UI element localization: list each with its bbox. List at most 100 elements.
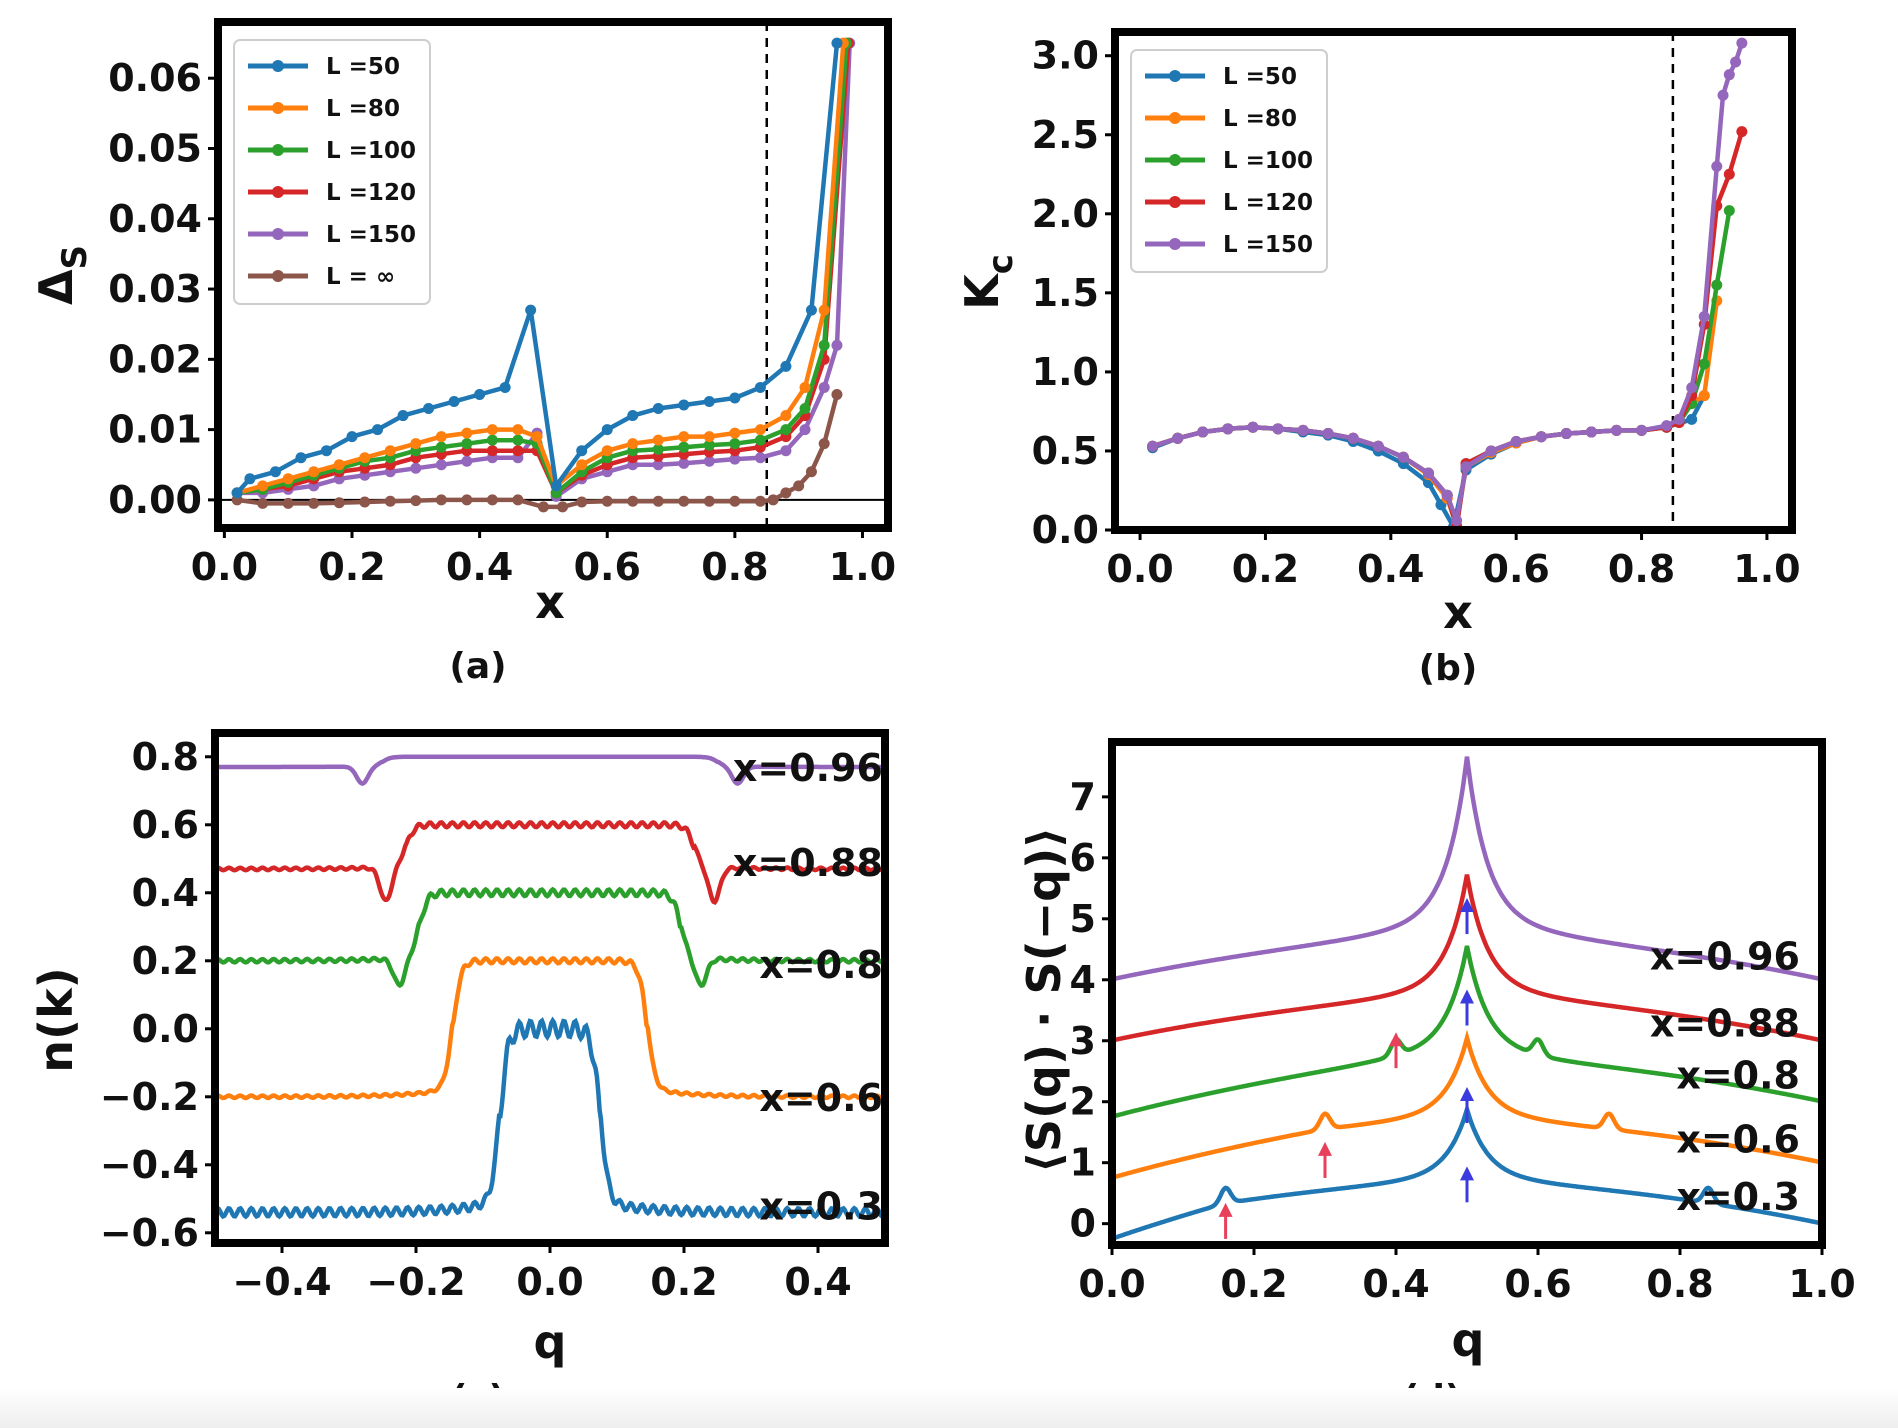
- data-point: [831, 37, 843, 49]
- data-point: [805, 466, 817, 478]
- y-tick-label: −0.4: [100, 1143, 199, 1187]
- data-point: [1717, 89, 1729, 101]
- y-axis-label: ΔS: [29, 245, 95, 305]
- series-line: [1112, 945, 1822, 1119]
- data-point: [818, 381, 830, 393]
- arrow-icon: [1460, 898, 1474, 913]
- y-axis-label: n(k): [29, 967, 83, 1072]
- panel-d: x=0.96 x=0.88 x=0.8 x=0.6 x=0.3 0.0 0.2 0.4 0.6 0…: [1017, 738, 1856, 1419]
- data-point: [678, 495, 690, 507]
- data-point: [703, 439, 715, 451]
- data-point: [576, 496, 588, 508]
- plot-area: [1112, 756, 1822, 1241]
- y-tick-label: −0.6: [100, 1211, 199, 1255]
- data-point: [461, 438, 473, 450]
- data-point: [729, 438, 741, 450]
- data-point: [793, 480, 805, 492]
- data-point: [1723, 168, 1735, 180]
- data-point: [525, 304, 537, 316]
- y-tick-label: 0.04: [108, 197, 202, 241]
- panel-c: x=0.96 x=0.88 x=0.8 x=0.6 x=0.3 −0.4 −0.2 0.0 0.…: [29, 729, 889, 1419]
- legend-marker: [272, 228, 284, 240]
- data-point: [780, 424, 792, 436]
- y-axis-label-sub: c: [981, 254, 1021, 274]
- data-point: [799, 403, 811, 415]
- legend-entry: L =50: [326, 54, 400, 80]
- plot-frame: [211, 729, 889, 1247]
- data-point: [1686, 382, 1698, 394]
- x-tick-label: −0.4: [232, 1260, 331, 1304]
- data-point: [754, 452, 766, 464]
- x-tick-label: 0.6: [574, 545, 641, 589]
- curve-label: x=0.3: [759, 1185, 883, 1229]
- x-axis-label: q: [1452, 1313, 1485, 1367]
- x-tick-label: 0.2: [650, 1260, 717, 1304]
- data-point: [601, 445, 613, 457]
- data-point: [1698, 358, 1710, 370]
- data-point: [1147, 440, 1159, 452]
- y-tick-label: 0.8: [132, 735, 199, 779]
- arrow-icon: [1460, 989, 1474, 1004]
- curve-label: x=0.96: [1650, 934, 1800, 978]
- data-point: [1698, 390, 1710, 402]
- curve-label: x=0.3: [1676, 1175, 1800, 1219]
- data-point: [767, 494, 779, 506]
- legend-entry: L =100: [1223, 148, 1313, 174]
- data-point: [435, 441, 447, 453]
- data-point: [780, 360, 792, 372]
- data-point: [1451, 515, 1463, 527]
- plot-frame: [214, 18, 892, 532]
- data-point: [435, 431, 447, 443]
- curve-label: x=0.6: [1676, 1117, 1800, 1161]
- data-point: [678, 399, 690, 411]
- y-tick-label: 0.6: [132, 803, 199, 847]
- data-point: [308, 497, 320, 509]
- series-line: [215, 754, 885, 787]
- curve-label: x=0.8: [1676, 1053, 1800, 1097]
- y-axis-label-group: ΔS: [29, 245, 95, 305]
- data-point: [652, 434, 664, 446]
- data-point: [1610, 424, 1622, 436]
- data-point: [244, 473, 256, 485]
- data-point: [831, 388, 843, 400]
- data-point: [512, 434, 524, 446]
- legend-marker: [272, 270, 284, 282]
- x-axis-label: x: [1443, 585, 1473, 639]
- data-point: [410, 462, 422, 474]
- footer-band: [0, 1388, 1898, 1428]
- x-axis-label: x: [535, 575, 565, 629]
- data-point: [372, 424, 384, 436]
- y-tick-label: 6: [1070, 836, 1096, 880]
- y-axis-label-sub: S: [55, 245, 95, 270]
- y-tick-label: 3.0: [1032, 34, 1099, 78]
- data-point: [729, 392, 741, 404]
- data-point: [461, 455, 473, 467]
- y-tick-label: 0.0: [1032, 508, 1099, 552]
- data-point: [1560, 428, 1572, 440]
- x-tick-label: 0.4: [446, 545, 513, 589]
- data-point: [780, 410, 792, 422]
- data-point: [499, 381, 511, 393]
- y-tick-label: 0.5: [1032, 429, 1099, 473]
- data-point: [754, 381, 766, 393]
- y-axis-label: ⟨S(q) · S(−q)⟩: [1017, 827, 1071, 1173]
- legend-box: [1130, 49, 1328, 273]
- y-axis-label: Kc: [955, 254, 1021, 310]
- x-tick-label: 0.8: [1608, 547, 1675, 591]
- data-point: [754, 495, 766, 507]
- data-point: [1441, 489, 1453, 501]
- x-tick-label: 1.0: [829, 545, 896, 589]
- data-point: [1197, 426, 1209, 438]
- y-tick-label: 1.0: [1032, 350, 1099, 394]
- data-point: [754, 434, 766, 446]
- data-point: [627, 495, 639, 507]
- data-point: [1347, 432, 1359, 444]
- legend-marker: [272, 60, 284, 72]
- y-tick-label: 0.00: [108, 478, 202, 522]
- data-point: [1485, 445, 1497, 457]
- data-point: [678, 441, 690, 453]
- data-point: [512, 424, 524, 436]
- data-point: [780, 487, 792, 499]
- x-tick-label: 0.4: [1357, 547, 1424, 591]
- y-axis-label-group: n(k): [29, 967, 83, 1072]
